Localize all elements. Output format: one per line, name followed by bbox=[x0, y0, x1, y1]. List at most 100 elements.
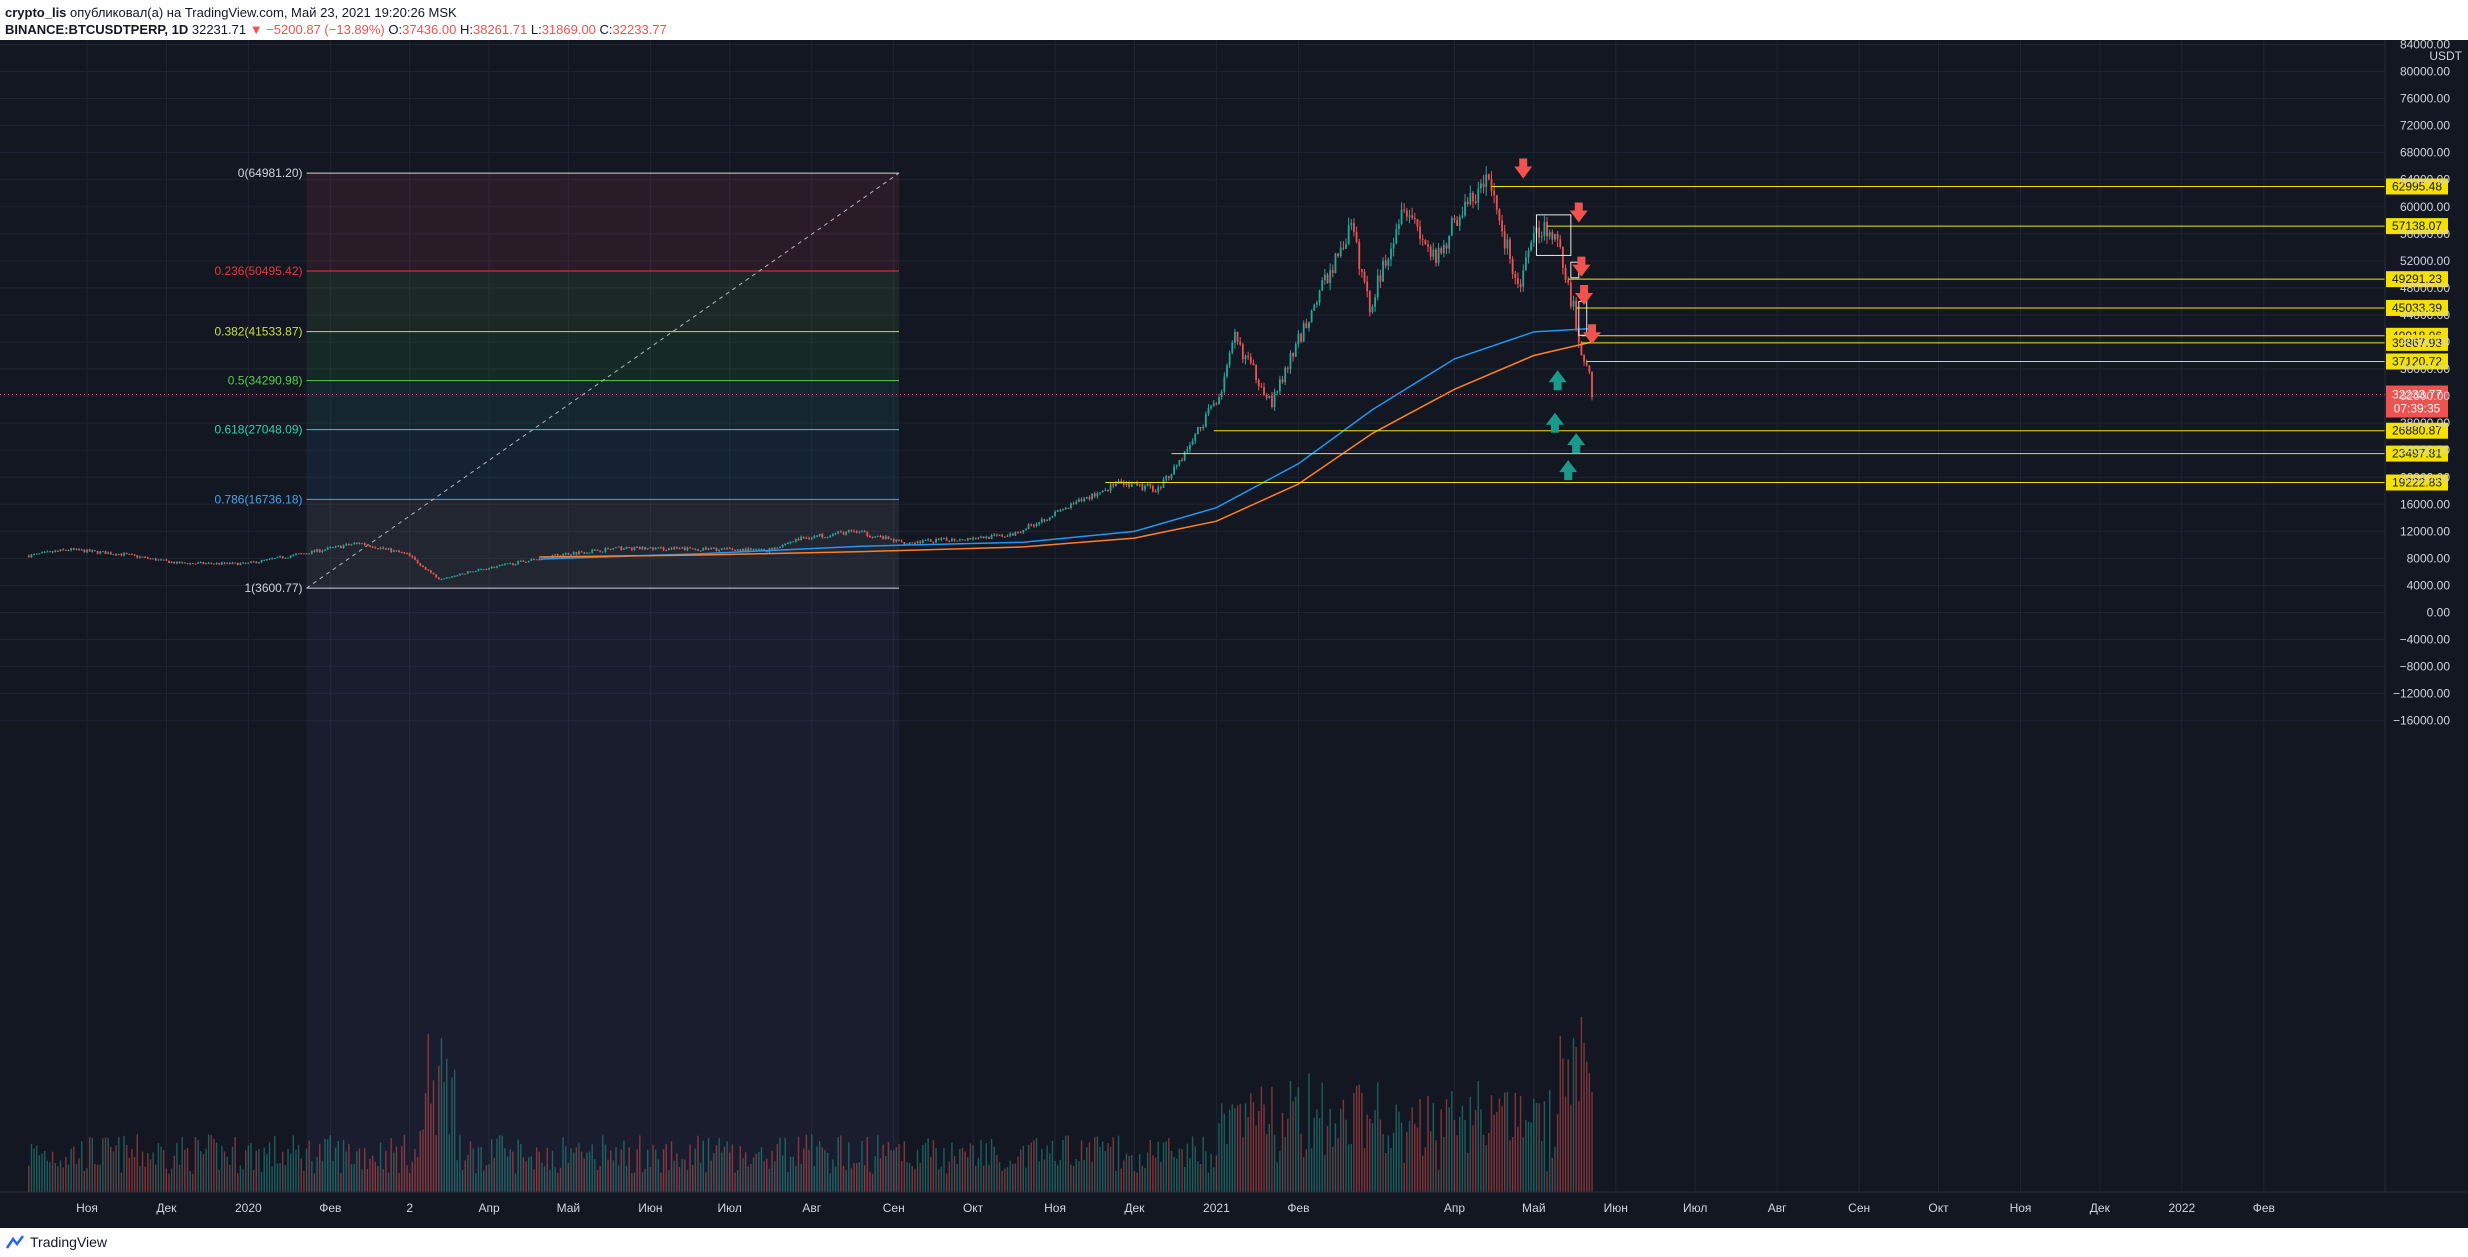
candle-body bbox=[131, 553, 133, 555]
candle-body bbox=[1469, 192, 1472, 205]
candle-body bbox=[985, 536, 988, 539]
candle-body bbox=[1183, 451, 1186, 461]
horizontal-levels[interactable]: 62995.4857138.0749291.2345033.3940918.06… bbox=[0, 178, 2448, 491]
volume-bar bbox=[1075, 1158, 1077, 1192]
volume-bar bbox=[824, 1150, 826, 1192]
candle-body bbox=[1453, 218, 1456, 221]
candle-body bbox=[1207, 408, 1210, 415]
price-tick-label: 16000.00 bbox=[2400, 497, 2450, 511]
volume-bar bbox=[155, 1164, 157, 1192]
candle-body bbox=[802, 536, 805, 538]
candle-body bbox=[1294, 344, 1297, 357]
volume-bar bbox=[448, 1134, 451, 1192]
volume-bar bbox=[1363, 1148, 1366, 1192]
volume-bar bbox=[694, 1148, 697, 1192]
price-chart[interactable]: 0(64981.20) 0.236(50495.42) 0.382(41533.87… bbox=[0, 40, 2468, 1228]
current-price-label: 32233.77 bbox=[2392, 388, 2442, 402]
volume-bar bbox=[395, 1146, 398, 1192]
candle-body bbox=[1017, 532, 1019, 534]
time-axis[interactable]: Ноя Дек 2020 Фев 2 Апр Май Июн Июл Авг Сен Окт Ноя Де… bbox=[76, 1201, 2275, 1215]
volume-bar bbox=[205, 1148, 207, 1192]
fib-retracement[interactable]: 0(64981.20) 0.236(50495.42) 0.382(41533.87… bbox=[214, 166, 900, 1192]
candle-body bbox=[1379, 275, 1382, 282]
candle-body bbox=[744, 548, 747, 552]
volume-bar bbox=[345, 1151, 347, 1192]
volume-bar bbox=[1493, 1114, 1495, 1192]
candle-body bbox=[223, 562, 226, 564]
candle-body bbox=[842, 532, 845, 535]
brand-name[interactable]: TradingView bbox=[30, 1234, 108, 1250]
candle-body bbox=[30, 554, 33, 558]
candle-body bbox=[686, 547, 689, 551]
price-axis[interactable]: 88000.0084000.0080000.0076000.0072000.00… bbox=[2393, 40, 2450, 728]
volume-bar bbox=[1295, 1096, 1297, 1192]
candle-body bbox=[72, 548, 75, 550]
candle-body bbox=[824, 537, 826, 539]
volume-bar bbox=[369, 1158, 371, 1192]
price-tick-label: 48000.00 bbox=[2400, 281, 2450, 295]
candle-body bbox=[1228, 352, 1231, 366]
volume-bar bbox=[255, 1150, 257, 1192]
candle-body bbox=[305, 553, 308, 555]
volume-bar bbox=[197, 1139, 199, 1192]
candle-body bbox=[1400, 209, 1403, 225]
volume-bar bbox=[1403, 1162, 1405, 1192]
candle-body bbox=[181, 562, 184, 564]
candle-body bbox=[951, 538, 953, 542]
candle-body bbox=[771, 548, 773, 550]
volume-bar bbox=[419, 1131, 421, 1192]
candle-body bbox=[1088, 497, 1091, 500]
symbol-label[interactable]: BINANCE:BTCUSDTPERP, 1D bbox=[5, 22, 189, 37]
volume-bar bbox=[133, 1157, 136, 1192]
volume-bar bbox=[234, 1137, 236, 1192]
candle-body bbox=[1408, 215, 1411, 217]
candle-body bbox=[1527, 250, 1530, 258]
candle-body bbox=[1405, 210, 1408, 217]
volume-bar bbox=[1252, 1102, 1255, 1192]
volume-bar bbox=[755, 1153, 757, 1192]
candle-body bbox=[694, 549, 697, 551]
candle-body bbox=[752, 548, 755, 550]
volume-bar bbox=[594, 1159, 596, 1192]
tradingview-logo-icon[interactable] bbox=[6, 1234, 24, 1250]
volume-bar bbox=[877, 1135, 879, 1192]
volume-bar bbox=[1001, 1170, 1003, 1192]
volume-bar bbox=[361, 1169, 363, 1192]
volume-bar bbox=[1461, 1105, 1464, 1192]
candle-body bbox=[1035, 524, 1038, 526]
change-arrow-icon: ▼ bbox=[249, 22, 263, 37]
candle-body bbox=[572, 552, 575, 555]
candle-body bbox=[625, 547, 628, 549]
volume-bar bbox=[726, 1141, 728, 1192]
candle-body bbox=[1146, 484, 1149, 486]
volume-bar bbox=[157, 1143, 160, 1192]
volume-bar bbox=[1014, 1163, 1017, 1192]
candle-body bbox=[1503, 231, 1506, 249]
open-label: O: bbox=[388, 22, 403, 37]
candle-body bbox=[792, 541, 795, 543]
volume-bar bbox=[530, 1156, 533, 1192]
candle-body bbox=[644, 547, 646, 550]
volume-bar bbox=[231, 1146, 234, 1192]
volume-bar bbox=[496, 1138, 498, 1192]
candle-body bbox=[866, 531, 869, 537]
candle-body bbox=[493, 566, 496, 568]
signal-arrows[interactable] bbox=[1514, 158, 1601, 481]
volume-bar bbox=[747, 1166, 749, 1192]
candle-body bbox=[482, 569, 485, 571]
volume-bar bbox=[65, 1157, 67, 1192]
volume-bar bbox=[945, 1173, 948, 1192]
candle-body bbox=[1138, 484, 1141, 486]
chart-header: crypto_lis опубликовал(а) на TradingView… bbox=[0, 0, 2468, 40]
volume-bar bbox=[840, 1135, 842, 1192]
candle-body bbox=[556, 554, 559, 556]
author-name[interactable]: crypto_lis bbox=[5, 5, 67, 20]
volume-bar bbox=[692, 1164, 694, 1192]
candle-body bbox=[1440, 248, 1443, 254]
candle-body bbox=[472, 571, 475, 573]
volume-bar bbox=[1416, 1127, 1419, 1192]
volume-bar bbox=[1009, 1160, 1011, 1192]
volume-bar bbox=[1578, 1101, 1580, 1192]
range-boxes[interactable] bbox=[1535, 214, 1588, 336]
candle-body bbox=[1350, 223, 1353, 226]
